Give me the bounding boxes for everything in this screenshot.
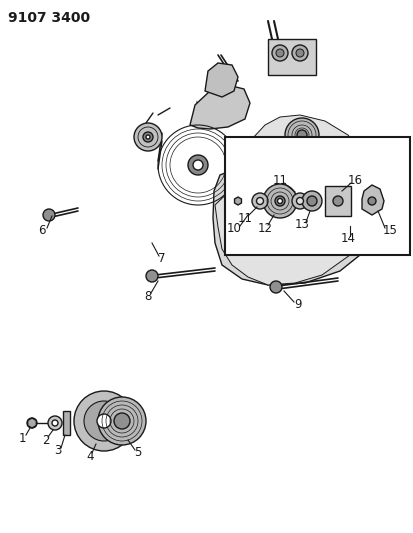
Circle shape: [263, 184, 297, 218]
Text: 10: 10: [227, 222, 242, 236]
Polygon shape: [28, 418, 36, 428]
Text: 15: 15: [382, 224, 397, 238]
Text: 11: 11: [273, 174, 287, 187]
Text: 1: 1: [18, 432, 26, 445]
Circle shape: [280, 207, 296, 223]
Bar: [63, 411, 70, 435]
Text: 3: 3: [55, 445, 62, 457]
Circle shape: [368, 197, 376, 205]
Bar: [325, 186, 351, 216]
Circle shape: [27, 418, 37, 428]
Polygon shape: [362, 185, 384, 215]
Polygon shape: [215, 115, 372, 285]
Text: 6: 6: [38, 224, 46, 238]
Text: 11: 11: [237, 212, 252, 224]
Circle shape: [333, 196, 343, 206]
Circle shape: [193, 160, 203, 170]
Circle shape: [297, 198, 304, 205]
Circle shape: [296, 49, 304, 57]
Circle shape: [252, 193, 268, 209]
Text: 5: 5: [134, 447, 142, 459]
Circle shape: [48, 416, 62, 430]
Circle shape: [344, 167, 380, 203]
Text: 14: 14: [340, 232, 356, 246]
Circle shape: [97, 414, 111, 428]
Circle shape: [275, 196, 285, 206]
Text: 4: 4: [86, 449, 94, 463]
Text: 13: 13: [294, 219, 309, 231]
Circle shape: [285, 118, 319, 152]
Text: 9107 3400: 9107 3400: [8, 11, 90, 25]
Circle shape: [74, 391, 134, 451]
Polygon shape: [328, 137, 395, 223]
Circle shape: [146, 135, 150, 139]
Polygon shape: [190, 85, 250, 129]
Polygon shape: [205, 63, 238, 97]
Circle shape: [98, 397, 146, 445]
Text: 8: 8: [144, 289, 152, 303]
Circle shape: [278, 198, 282, 204]
Circle shape: [270, 281, 282, 293]
Circle shape: [134, 123, 162, 151]
Text: 16: 16: [347, 174, 363, 187]
Circle shape: [43, 209, 55, 221]
Circle shape: [143, 132, 153, 142]
Circle shape: [302, 191, 322, 211]
Polygon shape: [213, 149, 380, 285]
Circle shape: [84, 401, 124, 441]
Text: 9: 9: [294, 298, 302, 311]
Circle shape: [188, 155, 208, 175]
Circle shape: [297, 130, 307, 140]
Circle shape: [114, 413, 130, 429]
Text: 2: 2: [42, 433, 50, 447]
Circle shape: [146, 270, 158, 282]
Circle shape: [292, 193, 308, 209]
Circle shape: [272, 45, 288, 61]
Circle shape: [276, 49, 284, 57]
Circle shape: [256, 198, 263, 205]
Circle shape: [292, 45, 308, 61]
Bar: [225, 137, 410, 255]
Bar: [268, 39, 316, 75]
Text: 12: 12: [257, 222, 273, 235]
Circle shape: [254, 181, 322, 249]
Polygon shape: [235, 197, 242, 205]
Text: 7: 7: [158, 253, 166, 265]
Circle shape: [307, 196, 317, 206]
Circle shape: [52, 420, 58, 426]
